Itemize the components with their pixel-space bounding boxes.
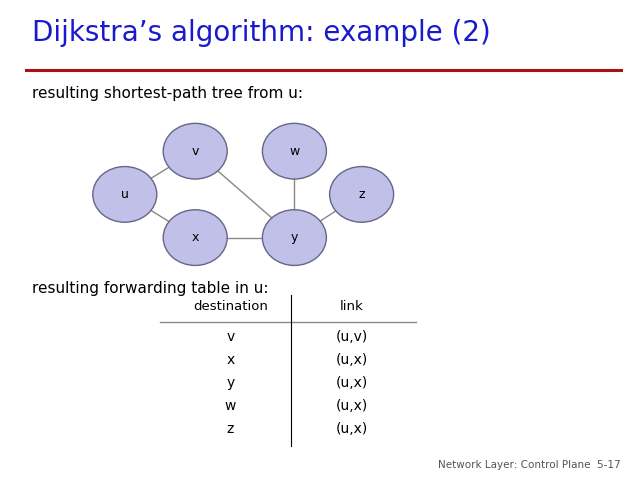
Text: v: v [191,144,199,158]
Ellipse shape [330,167,394,222]
Text: x: x [227,353,234,367]
Text: (u,x): (u,x) [336,399,368,413]
Text: (u,x): (u,x) [336,353,368,367]
Text: destination: destination [193,300,268,313]
Text: z: z [227,422,234,436]
Text: v: v [227,330,234,344]
Text: Dijkstra’s algorithm: example (2): Dijkstra’s algorithm: example (2) [32,19,491,47]
Text: x: x [191,231,199,244]
Ellipse shape [262,210,326,265]
Ellipse shape [93,167,157,222]
Text: Network Layer: Control Plane  5-17: Network Layer: Control Plane 5-17 [438,460,621,470]
Ellipse shape [163,210,227,265]
Text: y: y [291,231,298,244]
Text: z: z [358,188,365,201]
Text: y: y [227,376,234,390]
Text: resulting forwarding table in u:: resulting forwarding table in u: [32,281,269,296]
Ellipse shape [163,123,227,179]
Text: resulting shortest-path tree from u:: resulting shortest-path tree from u: [32,86,303,101]
Text: w: w [289,144,300,158]
Text: (u,x): (u,x) [336,422,368,436]
Text: link: link [340,300,364,313]
Text: w: w [225,399,236,413]
Text: (u,v): (u,v) [336,330,368,344]
Text: u: u [121,188,129,201]
Text: (u,x): (u,x) [336,376,368,390]
Ellipse shape [262,123,326,179]
